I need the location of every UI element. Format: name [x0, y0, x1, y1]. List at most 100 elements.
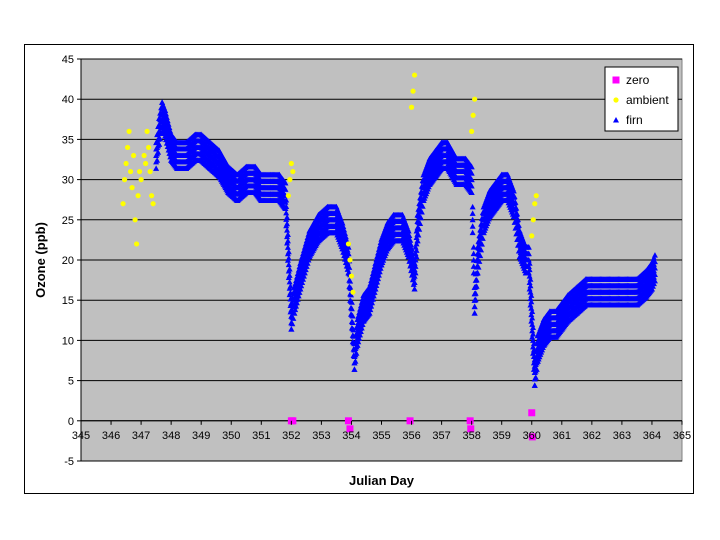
point-firn — [303, 263, 310, 269]
point-firn — [408, 246, 415, 252]
point-firn — [162, 110, 169, 117]
point-ambient — [408, 104, 415, 110]
x-axis-title: Julian Day — [349, 473, 415, 488]
point-firn — [469, 203, 476, 210]
point-firn — [528, 318, 535, 324]
point-firn — [470, 250, 477, 257]
point-firn — [475, 264, 482, 270]
x-tick-label: 363 — [613, 430, 631, 442]
point-ambient — [132, 217, 138, 223]
y-tick-label: 0 — [68, 416, 74, 428]
point-ambient — [290, 168, 296, 175]
point-firn — [412, 263, 419, 269]
point-firn — [525, 250, 532, 257]
legend-marker-firn — [613, 117, 619, 123]
point-firn — [528, 292, 535, 298]
point-ambient — [143, 160, 149, 167]
point-firn — [284, 227, 291, 233]
point-firn — [477, 252, 484, 259]
legend-marker-ambient — [613, 97, 619, 103]
legend-label-firn: firn — [626, 113, 643, 127]
point-firn — [651, 265, 658, 271]
point-ambient — [127, 168, 134, 175]
point-firn — [357, 328, 364, 334]
point-firn — [156, 141, 163, 147]
x-tick-label: 352 — [282, 430, 300, 442]
point-firn — [468, 189, 475, 195]
point-ambient — [347, 257, 353, 263]
point-firn — [290, 315, 297, 321]
point-firn — [511, 193, 518, 200]
y-axis-title: Ozone (ppb) — [33, 222, 48, 298]
point-ambient — [136, 168, 143, 175]
point-firn — [412, 244, 419, 250]
point-firn — [472, 290, 479, 296]
point-firn — [157, 135, 164, 142]
point-firn — [525, 257, 532, 263]
x-tick-label: 360 — [523, 430, 541, 442]
point-firn — [473, 283, 480, 289]
point-firn — [167, 128, 174, 134]
point-zero — [406, 417, 414, 425]
point-firn — [283, 197, 290, 203]
y-tick-label: 40 — [62, 94, 74, 106]
point-firn — [165, 121, 172, 127]
point-firn — [526, 273, 533, 279]
point-ambient — [472, 96, 478, 102]
point-firn — [348, 305, 355, 312]
point-firn — [479, 235, 486, 241]
point-firn — [527, 289, 534, 295]
point-firn — [651, 252, 658, 258]
point-firn — [366, 310, 373, 316]
point-firn — [342, 233, 349, 240]
point-firn — [418, 208, 425, 215]
point-firn — [510, 187, 517, 194]
point-firn — [283, 209, 290, 216]
point-firn — [415, 231, 422, 238]
x-tick-label: 354 — [342, 430, 360, 442]
point-firn — [345, 244, 352, 250]
point-firn — [348, 291, 355, 298]
point-firn — [468, 170, 475, 176]
point-firn — [473, 276, 480, 283]
point-firn — [293, 303, 300, 309]
x-tick-label: 351 — [252, 430, 270, 442]
point-firn — [411, 266, 418, 273]
point-firn — [405, 228, 412, 234]
legend-label-ambient: ambient — [626, 93, 669, 107]
point-ambient — [530, 217, 536, 223]
point-firn — [289, 320, 296, 327]
point-firn — [411, 279, 418, 286]
point-firn — [288, 326, 295, 332]
y-tick-label: -5 — [64, 456, 74, 468]
point-ambient — [529, 233, 535, 239]
point-firn — [304, 260, 311, 266]
point-firn — [164, 117, 171, 124]
y-tick-label: 5 — [68, 376, 74, 388]
point-firn — [411, 260, 418, 266]
point-firn — [154, 157, 161, 163]
y-tick-label: 20 — [62, 255, 74, 267]
point-ambient — [126, 128, 132, 134]
point-firn — [349, 319, 356, 325]
point-firn — [345, 250, 352, 257]
point-ambient — [133, 241, 140, 247]
y-tick-label: 15 — [62, 295, 74, 307]
point-firn — [292, 306, 299, 313]
point-firn — [530, 343, 537, 350]
point-firn — [527, 302, 534, 308]
point-firn — [296, 289, 303, 295]
point-firn — [531, 382, 538, 388]
point-firn — [282, 179, 289, 186]
point-firn — [284, 231, 291, 238]
point-firn — [353, 350, 360, 356]
legend-marker-zero — [612, 76, 620, 84]
point-firn — [528, 311, 535, 318]
point-firn — [529, 321, 536, 327]
point-firn — [283, 203, 290, 209]
point-firn — [347, 278, 354, 284]
point-firn — [349, 313, 356, 319]
point-firn — [155, 149, 162, 155]
point-ambient — [123, 160, 129, 167]
point-firn — [299, 279, 306, 286]
